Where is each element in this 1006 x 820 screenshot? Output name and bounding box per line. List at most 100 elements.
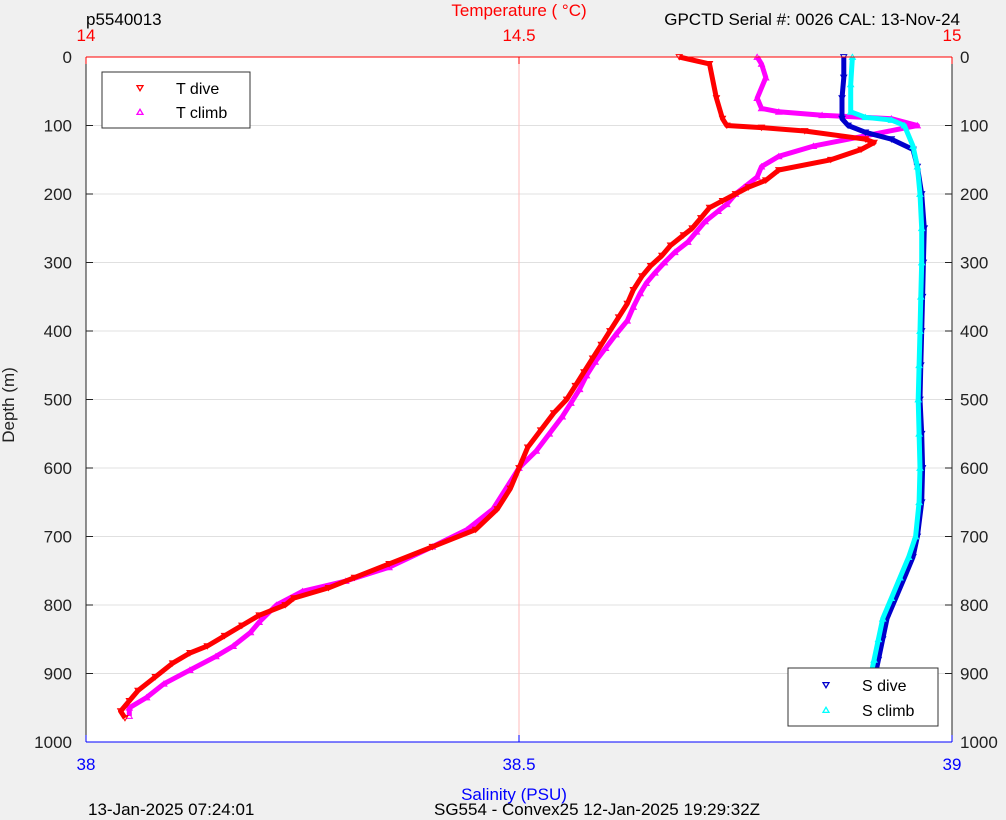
y-tick-label: 0 bbox=[63, 48, 72, 67]
data-point bbox=[324, 584, 333, 592]
legend-t-climb: T climb bbox=[176, 105, 227, 122]
legend-t-dive: T dive bbox=[176, 81, 219, 98]
data-point bbox=[125, 698, 134, 705]
data-point bbox=[846, 108, 855, 115]
data-point bbox=[203, 643, 212, 650]
data-point bbox=[809, 142, 818, 149]
data-point bbox=[774, 152, 783, 160]
data-point bbox=[714, 207, 723, 215]
data-point bbox=[712, 95, 721, 102]
top-axis-label: Temperature ( °C) bbox=[451, 1, 586, 20]
data-point bbox=[255, 612, 264, 619]
data-point bbox=[636, 289, 645, 297]
data-point bbox=[844, 122, 852, 130]
data-point bbox=[679, 232, 688, 239]
data-point bbox=[774, 108, 783, 115]
data-point bbox=[874, 656, 883, 664]
data-point bbox=[909, 554, 917, 561]
data-point bbox=[915, 498, 923, 506]
data-point bbox=[696, 215, 705, 222]
data-point bbox=[753, 94, 762, 101]
legend-marker-glyph bbox=[135, 108, 145, 116]
y-tick-label: 100 bbox=[44, 117, 72, 136]
y-tick-label-right: 300 bbox=[960, 254, 988, 273]
top-tick-label: 15 bbox=[943, 26, 962, 45]
y-tick-label-right: 800 bbox=[960, 596, 988, 615]
data-point bbox=[904, 553, 913, 560]
data-point bbox=[705, 204, 714, 212]
data-point bbox=[350, 574, 359, 582]
y-tick-label-right: 100 bbox=[960, 117, 988, 136]
data-point bbox=[761, 177, 770, 184]
data-point bbox=[916, 327, 924, 334]
data-point bbox=[887, 116, 896, 123]
legend-marker-glyph bbox=[821, 706, 831, 714]
data-point bbox=[878, 615, 887, 622]
data-point bbox=[168, 660, 177, 667]
data-point bbox=[861, 113, 870, 121]
data-point bbox=[116, 708, 125, 715]
data-point bbox=[917, 224, 926, 232]
data-point bbox=[121, 715, 129, 722]
footer-mission: SG554 - Convex25 12-Jan-2025 19:29:32Z bbox=[434, 800, 761, 819]
data-point bbox=[658, 252, 666, 260]
data-point bbox=[212, 652, 220, 660]
data-point bbox=[838, 115, 846, 123]
data-point bbox=[915, 361, 923, 369]
data-series bbox=[116, 53, 929, 722]
bottom-axis-label: Salinity (PSU) bbox=[461, 785, 567, 804]
bottom-tick-label: 38 bbox=[77, 755, 96, 774]
dive-id: p5540013 bbox=[86, 10, 162, 29]
data-point bbox=[642, 279, 651, 286]
data-point bbox=[493, 506, 502, 513]
data-point bbox=[774, 167, 783, 174]
data-point bbox=[385, 561, 393, 568]
data-point bbox=[629, 303, 638, 310]
data-point bbox=[536, 427, 545, 435]
data-point bbox=[629, 287, 638, 294]
data-point bbox=[646, 263, 655, 270]
legend-marker-glyph bbox=[135, 84, 145, 92]
data-point bbox=[705, 60, 714, 68]
data-point bbox=[582, 371, 591, 379]
data-point bbox=[900, 574, 909, 582]
data-point bbox=[887, 136, 896, 143]
data-point bbox=[151, 674, 160, 681]
data-point bbox=[870, 139, 878, 147]
legend-temperature: T dive T climb bbox=[101, 71, 251, 129]
data-point bbox=[281, 602, 290, 609]
data-point bbox=[861, 129, 870, 137]
data-point bbox=[731, 191, 740, 198]
data-point bbox=[562, 396, 571, 404]
data-point bbox=[883, 615, 891, 623]
data-point bbox=[913, 162, 922, 170]
data-point bbox=[575, 385, 584, 393]
footer-timestamp: 13-Jan-2025 07:24:01 bbox=[88, 800, 255, 819]
y-tick-label-right: 500 bbox=[960, 391, 988, 410]
data-point bbox=[916, 190, 924, 197]
serial-info: GPCTD Serial #: 0026 CAL: 13-Nov-24 bbox=[664, 10, 960, 29]
legend-marker-glyph bbox=[821, 681, 831, 689]
data-point bbox=[246, 628, 255, 636]
data-point bbox=[718, 197, 727, 205]
data-point bbox=[826, 156, 835, 164]
y-tick-label-right: 400 bbox=[960, 322, 988, 341]
y-tick-label-right: 600 bbox=[960, 459, 988, 478]
y-tick-label-right: 1000 bbox=[960, 733, 998, 752]
data-point bbox=[839, 74, 848, 82]
y-tick-label: 1000 bbox=[34, 733, 72, 752]
bottom-tick-label: 38.5 bbox=[502, 755, 535, 774]
data-point bbox=[567, 399, 575, 406]
y-tick-label: 700 bbox=[44, 528, 72, 547]
series-t-dive bbox=[116, 54, 878, 722]
data-point bbox=[916, 293, 925, 300]
data-point bbox=[515, 465, 523, 472]
legend-s-dive-marker bbox=[821, 681, 831, 689]
data-point bbox=[838, 95, 846, 102]
data-point bbox=[857, 146, 865, 154]
y-tick-label: 800 bbox=[44, 596, 72, 615]
data-point bbox=[896, 573, 904, 581]
data-point bbox=[753, 173, 762, 180]
data-point bbox=[125, 704, 134, 711]
